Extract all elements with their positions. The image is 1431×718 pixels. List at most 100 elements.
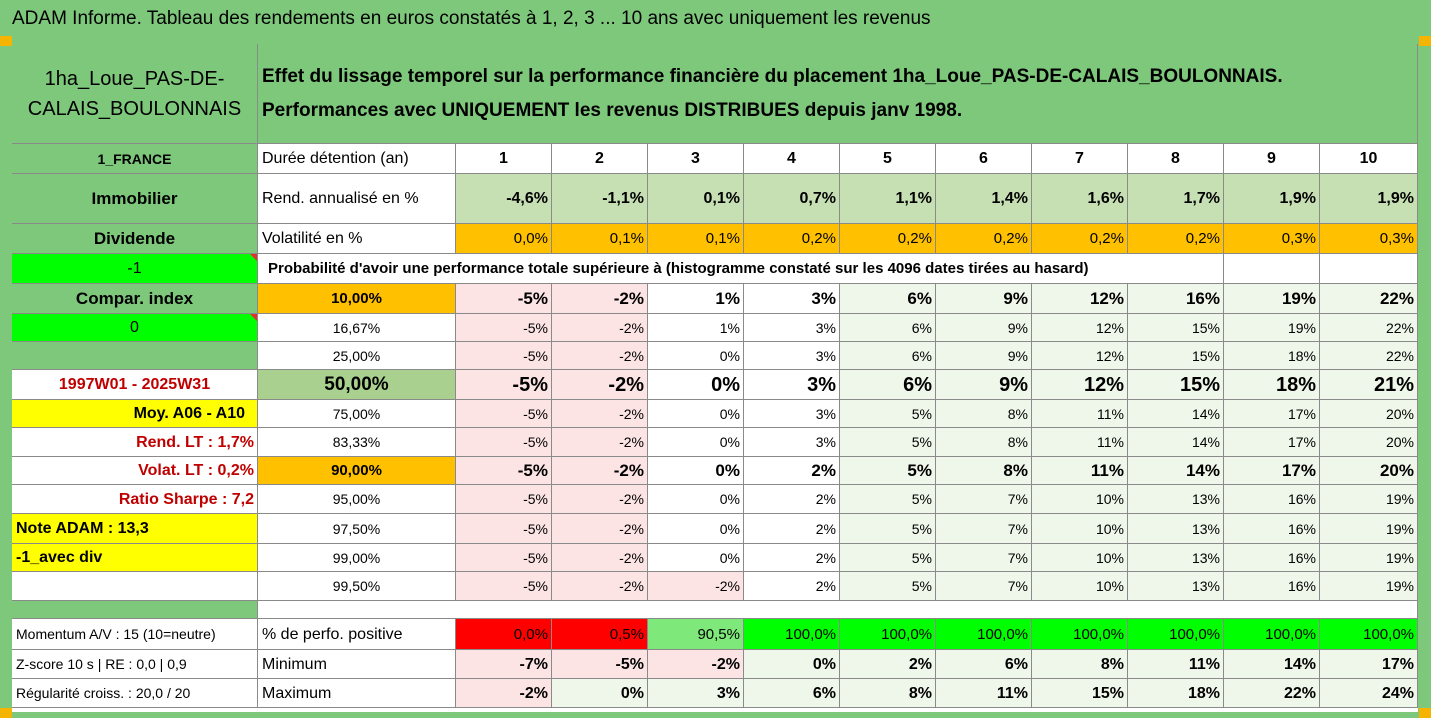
percentile-value: 5% xyxy=(840,572,936,601)
minimum-value: 2% xyxy=(840,650,936,679)
positive-value: 100,0% xyxy=(936,619,1032,650)
percentile-value: 7% xyxy=(936,544,1032,572)
rend-value: 1,9% xyxy=(1320,174,1418,224)
blank-cell xyxy=(1224,254,1320,284)
rend-value: 1,4% xyxy=(936,174,1032,224)
corner-marker xyxy=(1419,36,1431,46)
corner-marker xyxy=(0,36,12,46)
percentile-value: 7% xyxy=(936,572,1032,601)
percentile-value: 0% xyxy=(648,485,744,514)
percentile-value: 9% xyxy=(936,284,1032,314)
percentile-value: 19% xyxy=(1320,514,1418,544)
percentile-value: -5% xyxy=(456,284,552,314)
percentile-value: 20% xyxy=(1320,457,1418,485)
percentile-value: 22% xyxy=(1320,314,1418,342)
percentile-value: 13% xyxy=(1128,544,1224,572)
moy-label: Moy. A06 - A10 xyxy=(12,400,258,428)
ratio-sharpe: Ratio Sharpe : 7,2 xyxy=(12,485,258,514)
period-label: 1997W01 - 2025W31 xyxy=(12,370,258,400)
percentile-value: -2% xyxy=(552,428,648,457)
rend-value: 1,7% xyxy=(1128,174,1224,224)
percentile-value: -5% xyxy=(456,457,552,485)
percentile-value: 7% xyxy=(936,485,1032,514)
year-header: 4 xyxy=(744,144,840,174)
percentile-value: 15% xyxy=(1128,342,1224,370)
year-header: 3 xyxy=(648,144,744,174)
percentile-value: 0% xyxy=(648,370,744,400)
minimum-value: -2% xyxy=(648,650,744,679)
percentile-value: 10% xyxy=(1032,514,1128,544)
percentile-value: 11% xyxy=(1032,428,1128,457)
percentile-value: 0% xyxy=(648,457,744,485)
percentile-value: 12% xyxy=(1032,314,1128,342)
volat-value: 0,1% xyxy=(648,224,744,254)
percentile-value: 13% xyxy=(1128,485,1224,514)
percentile-value: 0% xyxy=(648,400,744,428)
percentile-value: -2% xyxy=(552,314,648,342)
volat-lt: Volat. LT : 0,2% xyxy=(12,457,258,485)
blank-cell xyxy=(258,601,1418,619)
percentile-value: 2% xyxy=(744,544,840,572)
blank-cell xyxy=(12,572,258,601)
percentile-value: 5% xyxy=(840,485,936,514)
rend-value: 1,1% xyxy=(840,174,936,224)
positive-value: 100,0% xyxy=(840,619,936,650)
blank-cell xyxy=(12,342,258,370)
percentile-value: 3% xyxy=(744,370,840,400)
positive-value: 100,0% xyxy=(1320,619,1418,650)
positive-value: 100,0% xyxy=(744,619,840,650)
percentile-label: 75,00% xyxy=(258,400,456,428)
percentile-value: 19% xyxy=(1224,314,1320,342)
percentile-value: -5% xyxy=(456,314,552,342)
percentile-value: 5% xyxy=(840,400,936,428)
percentile-value: 14% xyxy=(1128,457,1224,485)
rend-lt: Rend. LT : 1,7% xyxy=(12,428,258,457)
positive-value: 90,5% xyxy=(648,619,744,650)
blank-cell xyxy=(1320,254,1418,284)
percentile-value: -2% xyxy=(552,514,648,544)
percentile-value: 19% xyxy=(1320,544,1418,572)
percentile-label: 50,00% xyxy=(258,370,456,400)
percentile-value: 0% xyxy=(648,544,744,572)
percentile-value: 2% xyxy=(744,457,840,485)
percentile-value: 6% xyxy=(840,284,936,314)
volat-value: 0,3% xyxy=(1224,224,1320,254)
comment-marker xyxy=(250,254,257,261)
fund-name: 1ha_Loue_PAS-DE-CALAIS_BOULONNAIS xyxy=(12,44,258,144)
positive-value: 0,0% xyxy=(456,619,552,650)
percentile-label: 83,33% xyxy=(258,428,456,457)
percentile-value: 19% xyxy=(1320,572,1418,601)
percentile-value: 0% xyxy=(648,428,744,457)
percentile-value: 6% xyxy=(840,370,936,400)
maximum-value: 15% xyxy=(1032,679,1128,708)
percentile-value: -2% xyxy=(648,572,744,601)
percentile-label: 99,00% xyxy=(258,544,456,572)
rend-label: Rend. annualisé en % xyxy=(258,174,456,224)
percentile-value: -2% xyxy=(552,370,648,400)
rend-value: -1,1% xyxy=(552,174,648,224)
percentile-value: 12% xyxy=(1032,342,1128,370)
percentile-value: 11% xyxy=(1032,400,1128,428)
minimum-label: Minimum xyxy=(258,650,456,679)
minimum-value: 11% xyxy=(1128,650,1224,679)
description: Effet du lissage temporel sur la perform… xyxy=(258,44,1418,144)
percentile-value: 5% xyxy=(840,544,936,572)
percentile-value: 1% xyxy=(648,284,744,314)
percentile-value: -5% xyxy=(456,342,552,370)
year-header: 5 xyxy=(840,144,936,174)
percentile-value: 3% xyxy=(744,400,840,428)
report-title: ADAM Informe. Tableau des rendements en … xyxy=(12,8,931,29)
comment-marker xyxy=(250,314,257,321)
percentile-value: -5% xyxy=(456,544,552,572)
positive-value: 100,0% xyxy=(1224,619,1320,650)
minimum-value: 14% xyxy=(1224,650,1320,679)
percentile-value: -2% xyxy=(552,457,648,485)
percentile-value: 16% xyxy=(1224,544,1320,572)
corner-marker xyxy=(1419,708,1431,718)
regularite-label: Régularité croiss. : 20,0 / 20 xyxy=(12,679,258,708)
volat-value: 0,2% xyxy=(936,224,1032,254)
rend-value: -4,6% xyxy=(456,174,552,224)
percentile-value: 14% xyxy=(1128,428,1224,457)
avec-div: -1_avec div xyxy=(12,544,258,572)
